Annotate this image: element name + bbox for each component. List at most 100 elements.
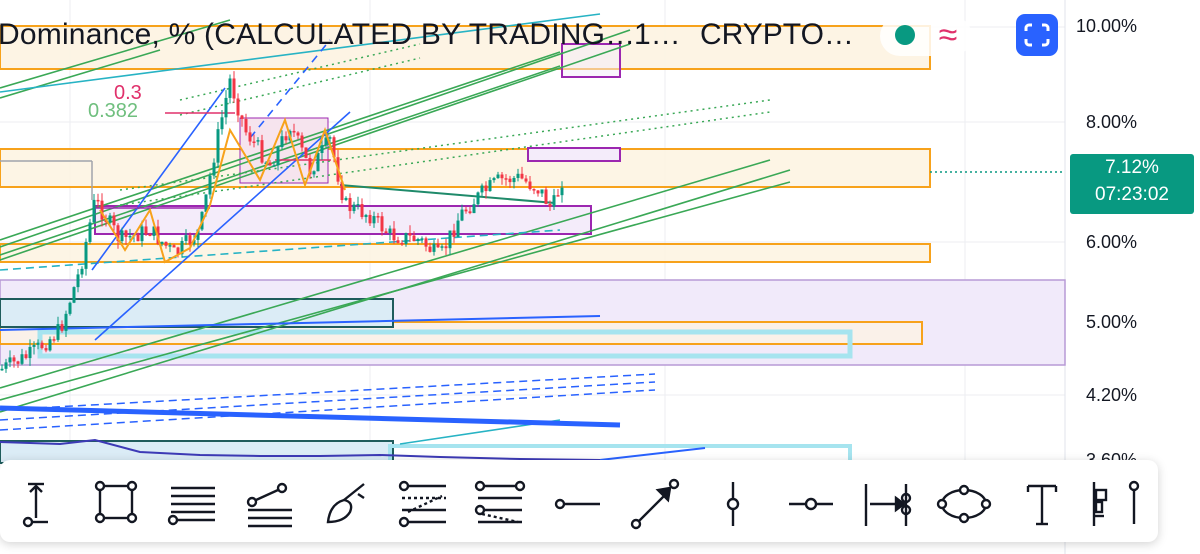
candle-body	[16, 361, 20, 364]
anchored-vwap-icon[interactable]	[8, 476, 64, 532]
candle-body	[8, 357, 12, 363]
candle-body	[136, 234, 140, 242]
candle-body	[356, 204, 360, 206]
candle-body	[256, 140, 260, 142]
zone-top	[0, 25, 931, 70]
long-position-icon[interactable]	[1086, 476, 1142, 532]
last-price-badge: 7.12% 07:23:02	[1070, 154, 1194, 214]
fib-extension-icon[interactable]	[472, 476, 528, 532]
symbol-header[interactable]: Dominance, % (CALCULATED BY TRADING…	[0, 12, 635, 58]
fib-label-0.3: 0.3	[114, 82, 142, 104]
vertical-line-icon[interactable]	[705, 476, 761, 532]
candle-body	[96, 199, 100, 202]
candle-body	[28, 346, 32, 359]
candle-body	[560, 187, 564, 196]
candle-body	[504, 178, 508, 180]
candle-body	[124, 230, 128, 237]
arrow-tool-icon[interactable]	[628, 476, 684, 532]
candle-body	[12, 357, 16, 362]
market-open-dot	[895, 25, 915, 45]
candle-body	[532, 189, 536, 191]
approx-wave-icon[interactable]: ≈	[938, 15, 958, 54]
candle-body	[0, 368, 4, 371]
fullscreen-icon	[1023, 22, 1051, 48]
zone-mid	[0, 148, 931, 188]
date-range-icon[interactable]	[860, 476, 916, 532]
candle-body	[344, 197, 348, 201]
candle-body	[456, 220, 460, 237]
text-tool-icon[interactable]	[1014, 476, 1070, 532]
zone-cyan	[37, 329, 853, 359]
candle-body	[40, 342, 44, 349]
candle-body	[92, 199, 96, 223]
rectangle-tool-icon[interactable]	[88, 476, 144, 532]
candle-body	[208, 175, 212, 195]
candle-body	[112, 215, 116, 226]
interval-label[interactable]: 1…	[634, 18, 681, 51]
candle-body	[140, 226, 144, 242]
symbol-title[interactable]: Dominance, % (CALCULATED BY TRADING…	[0, 18, 636, 51]
candle-body	[412, 235, 416, 242]
horizontal-lines-icon[interactable]	[165, 476, 221, 532]
candle-body	[260, 140, 264, 163]
candle-body	[416, 238, 420, 242]
candle-body	[204, 194, 208, 212]
candle-body	[324, 137, 328, 146]
candle-body	[424, 238, 428, 247]
candle-body	[72, 287, 76, 303]
candle-body	[116, 225, 120, 242]
candle-body	[172, 245, 176, 248]
path-tool-icon[interactable]	[242, 476, 298, 532]
candle-body	[184, 235, 188, 241]
brush-tool-icon[interactable]	[320, 476, 376, 532]
last-price: 7.12%	[1105, 157, 1159, 178]
candle-body	[84, 241, 88, 269]
fib-retracement-icon[interactable]	[396, 476, 452, 532]
ellipse-tool-icon[interactable]	[936, 476, 992, 532]
candle-body	[292, 130, 296, 133]
candle-body	[48, 339, 52, 351]
candle-body	[220, 117, 224, 130]
candle-body	[492, 178, 496, 181]
candle-body	[348, 197, 352, 212]
blue-trendlines	[0, 39, 706, 461]
candle-body	[448, 230, 452, 249]
candle-body	[212, 162, 216, 176]
candle-body	[436, 243, 440, 248]
volume-line	[0, 438, 601, 461]
horizontal-ray-icon[interactable]	[550, 476, 606, 532]
candle-body	[24, 354, 28, 359]
exchange-label[interactable]: CRYPTO…	[700, 18, 854, 51]
candle-body	[328, 137, 332, 139]
candle-body	[400, 242, 404, 245]
candle-body	[20, 354, 24, 364]
fib-label-0.382: 0.382	[88, 100, 139, 122]
candle-body	[240, 115, 244, 119]
candle-body	[76, 274, 80, 288]
candle-body	[528, 181, 532, 190]
candle-body	[176, 247, 180, 255]
candle-body	[516, 173, 520, 178]
candle-body	[552, 195, 556, 207]
candle-body	[512, 177, 516, 183]
candle-body	[168, 245, 172, 247]
zone-purple-mid	[94, 205, 592, 235]
candle-body	[188, 235, 192, 245]
candle-body	[296, 132, 300, 136]
candle-body	[180, 240, 184, 255]
cross-line-icon[interactable]	[783, 476, 839, 532]
candle-body	[384, 231, 388, 233]
candle-body	[548, 204, 552, 207]
candle-body	[452, 230, 456, 237]
candle-body	[68, 302, 72, 314]
fullscreen-button[interactable]	[1016, 14, 1058, 56]
candle-body	[196, 229, 200, 240]
candle-body	[368, 214, 372, 224]
candle-body	[192, 239, 196, 245]
price-label-8: 8.00%	[1086, 112, 1138, 132]
candle-body	[252, 141, 256, 144]
candle-body	[284, 136, 288, 141]
candle-body	[108, 215, 112, 223]
